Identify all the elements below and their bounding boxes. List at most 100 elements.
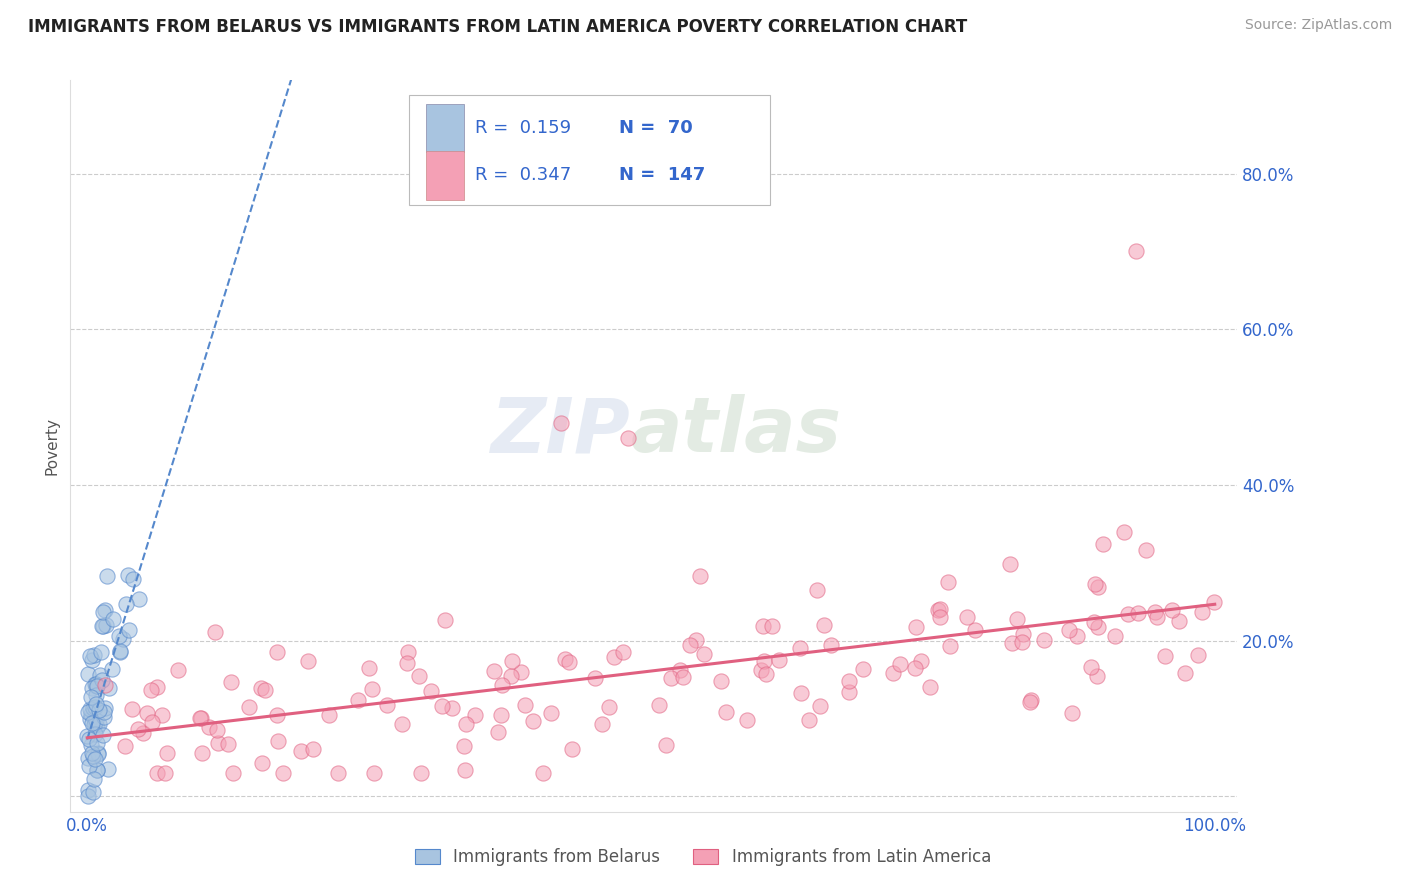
Point [127, 722, 149, 736]
Point [93, 603, 115, 617]
Point [112, 632, 135, 647]
Point [146, 680, 169, 694]
Point [121, 572, 143, 586]
Text: N =  70: N = 70 [619, 119, 693, 136]
Point [114, 739, 136, 753]
Point [108, 644, 131, 658]
Point [441, 701, 464, 715]
Point [86, 764, 108, 778]
Point [1080, 659, 1102, 673]
Point [132, 726, 155, 740]
Point [91, 619, 114, 633]
Point [1001, 636, 1024, 650]
Point [86, 677, 108, 691]
Point [302, 741, 325, 756]
Point [533, 765, 555, 780]
Point [238, 699, 260, 714]
Point [761, 619, 783, 633]
Point [87, 747, 110, 761]
Point [486, 724, 509, 739]
Point [204, 625, 226, 640]
Point [790, 686, 813, 700]
Point [167, 663, 190, 677]
Point [84, 713, 107, 727]
Point [91, 619, 114, 633]
Point [347, 693, 370, 707]
Point [83, 727, 105, 741]
Point [806, 583, 828, 598]
Point [198, 720, 221, 734]
Point [91, 728, 114, 742]
Point [318, 708, 340, 723]
Point [135, 706, 157, 720]
Point [77, 783, 100, 797]
Point [86, 680, 108, 694]
Point [1011, 635, 1033, 649]
Point [1085, 669, 1108, 683]
Point [108, 645, 131, 659]
Point [139, 683, 162, 698]
Point [689, 568, 711, 582]
Point [207, 736, 229, 750]
Point [91, 605, 114, 619]
Point [250, 681, 273, 695]
Point [252, 756, 274, 771]
FancyBboxPatch shape [426, 152, 464, 200]
Point [852, 662, 875, 676]
Point [80, 690, 103, 704]
Point [77, 759, 100, 773]
Point [375, 698, 398, 712]
Point [117, 567, 139, 582]
Point [84, 677, 107, 691]
Point [101, 662, 124, 676]
Point [685, 632, 707, 647]
Point [1104, 629, 1126, 643]
Point [1187, 648, 1209, 662]
Point [612, 645, 634, 659]
Point [84, 697, 107, 711]
Point [557, 655, 579, 669]
Point [79, 702, 101, 716]
Text: Source: ZipAtlas.com: Source: ZipAtlas.com [1244, 18, 1392, 32]
Point [1174, 665, 1197, 680]
Point [464, 708, 486, 723]
Point [910, 654, 932, 668]
Point [838, 673, 860, 688]
Point [768, 652, 790, 666]
Point [583, 671, 606, 685]
Point [89, 667, 111, 681]
Point [808, 698, 831, 713]
Point [408, 668, 430, 682]
Text: atlas: atlas [630, 394, 842, 468]
Point [222, 765, 245, 780]
Point [83, 718, 105, 732]
Point [936, 575, 959, 590]
Point [820, 638, 842, 652]
Point [217, 738, 239, 752]
Point [956, 609, 979, 624]
Point [434, 613, 457, 627]
Point [266, 644, 288, 658]
Point [430, 698, 453, 713]
Point [838, 685, 860, 699]
Point [554, 651, 576, 665]
Point [1112, 524, 1135, 539]
Point [82, 681, 104, 695]
Point [752, 618, 775, 632]
Point [77, 751, 100, 765]
Point [1143, 605, 1166, 619]
Point [598, 700, 620, 714]
Point [83, 648, 105, 662]
Point [1126, 606, 1149, 620]
Point [1087, 580, 1109, 594]
Point [752, 654, 775, 668]
Point [1091, 537, 1114, 551]
Point [84, 689, 107, 703]
Point [522, 714, 544, 728]
Point [82, 715, 104, 730]
Point [927, 603, 949, 617]
Legend: Immigrants from Belarus, Immigrants from Latin America: Immigrants from Belarus, Immigrants from… [406, 840, 1000, 875]
Point [80, 653, 103, 667]
Point [491, 678, 513, 692]
Point [141, 714, 163, 729]
